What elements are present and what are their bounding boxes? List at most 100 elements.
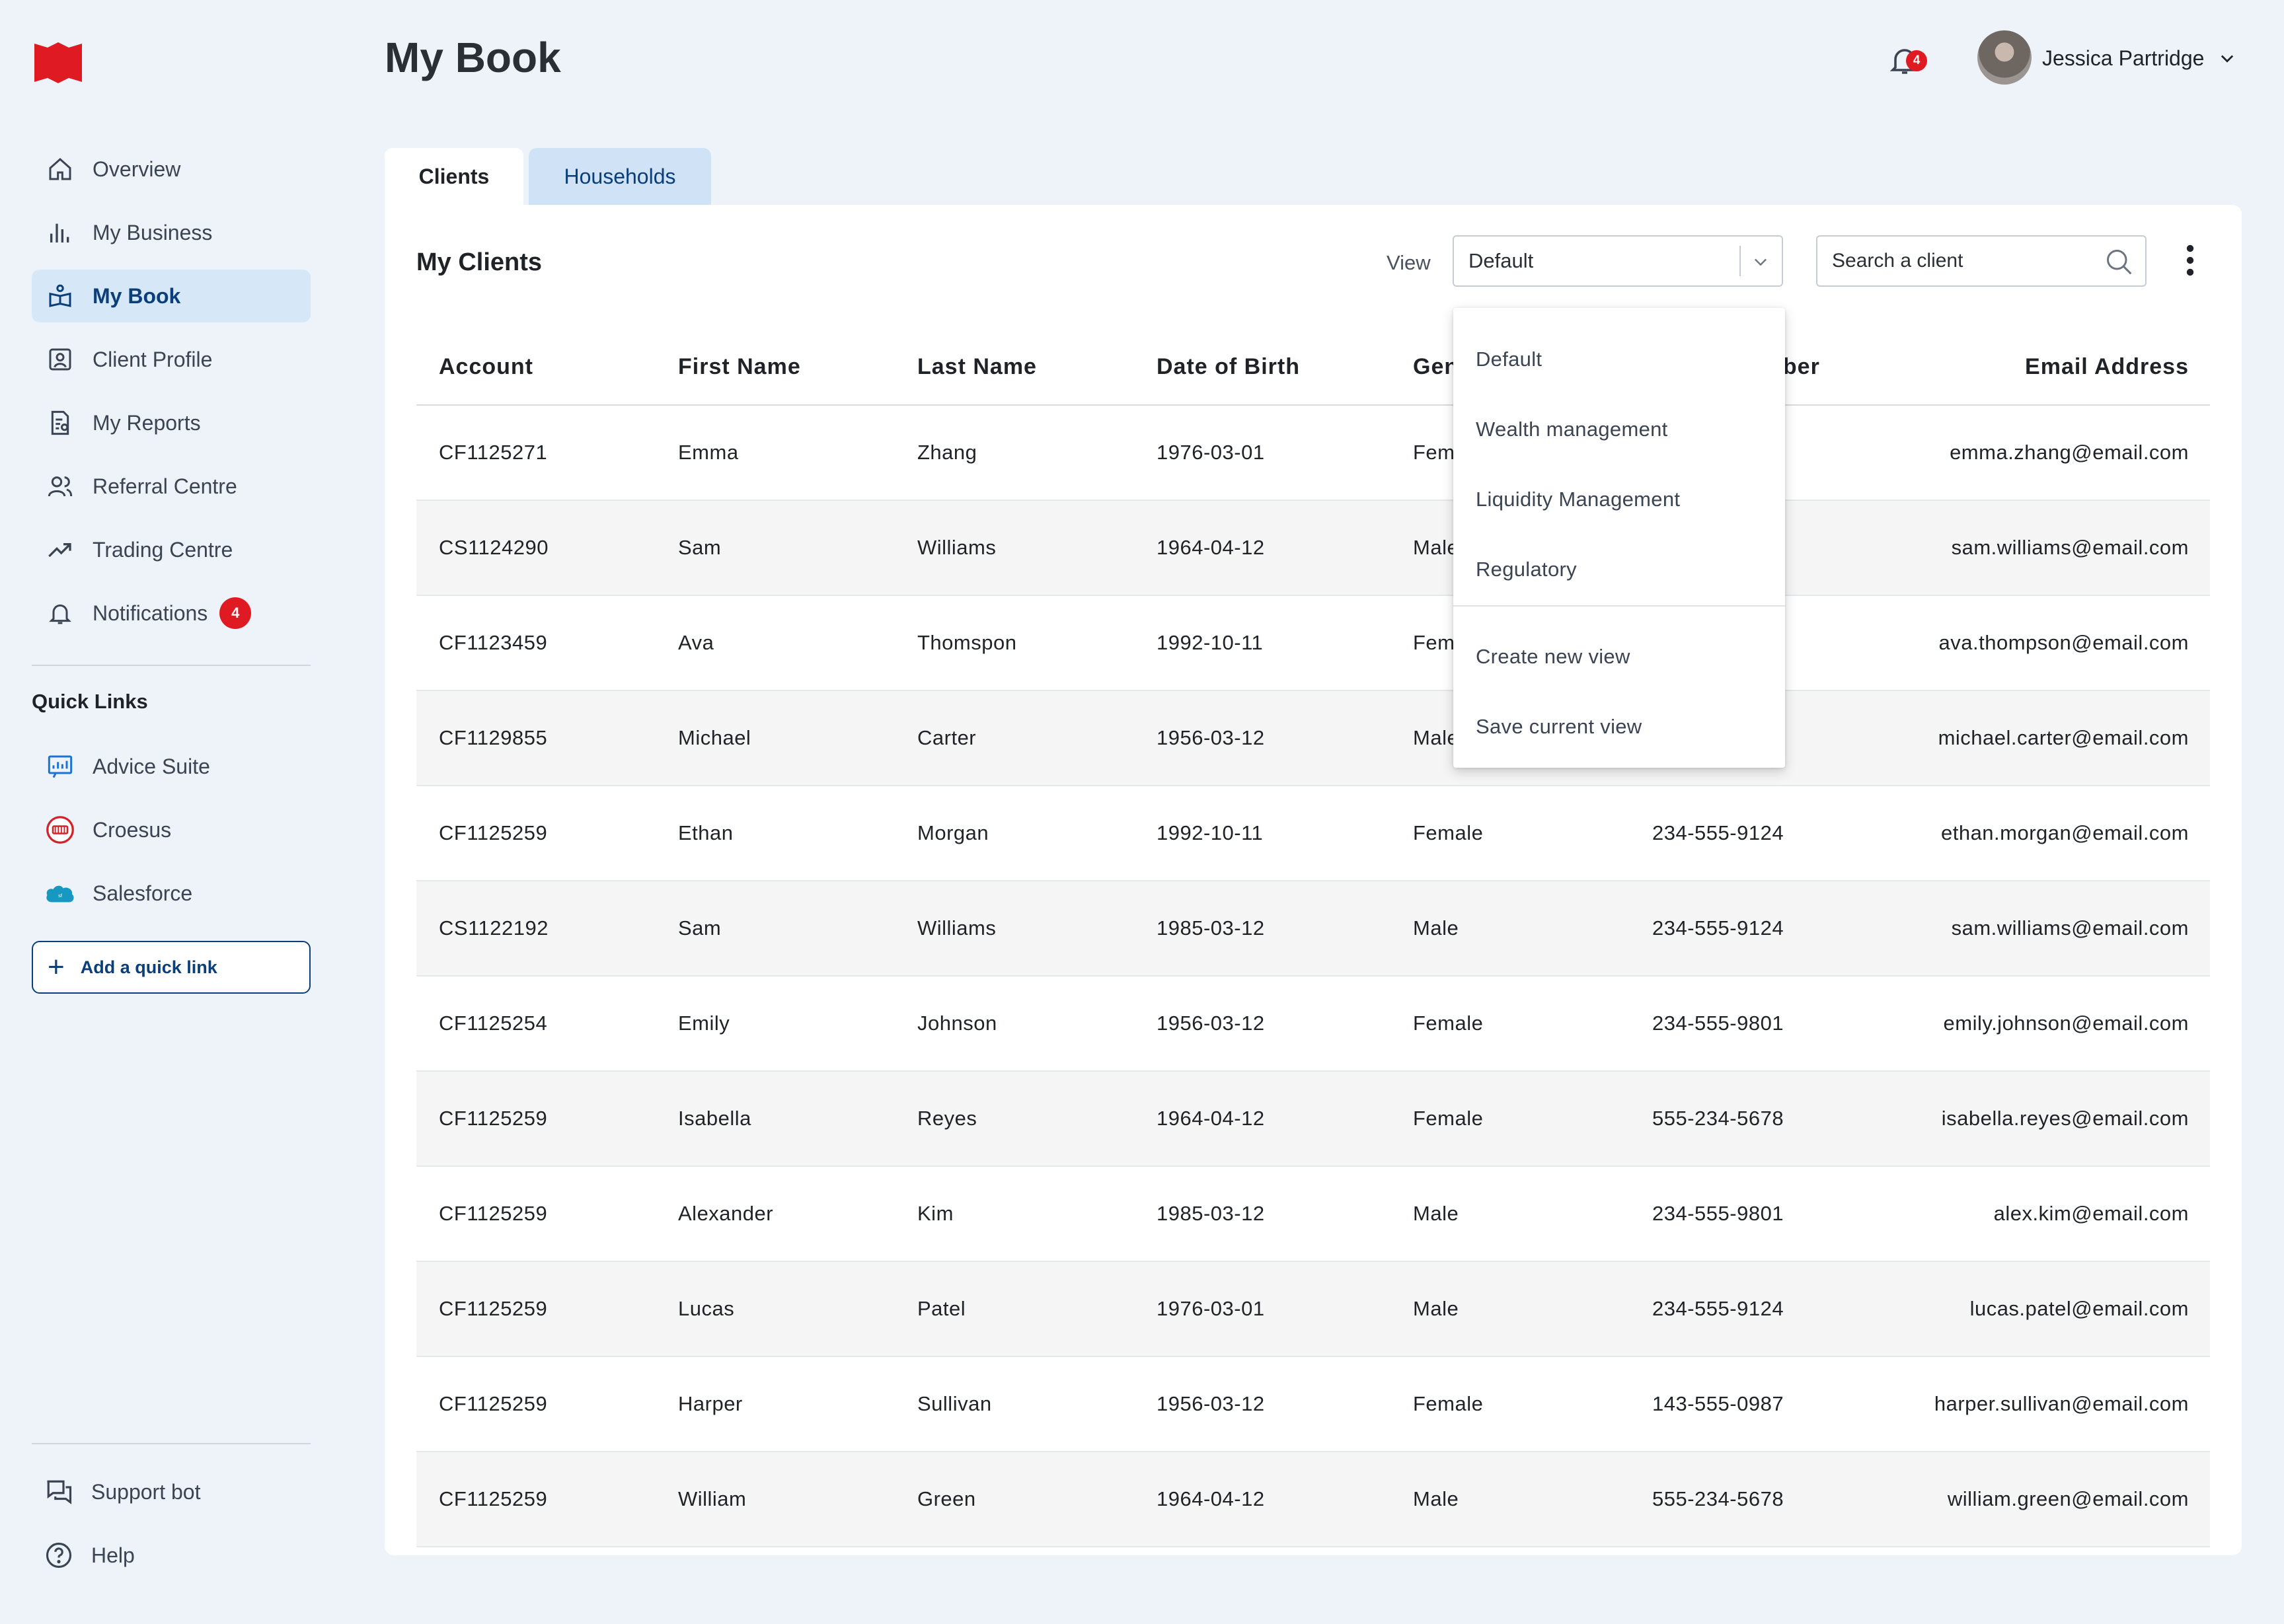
quick-link-label: Advice Suite (93, 754, 210, 778)
sidebar-item-trading-centre[interactable]: Trading Centre (32, 523, 311, 576)
sidebar-item-label: Trading Centre (93, 537, 233, 562)
brand-logo[interactable] (33, 41, 83, 85)
header-notification-badge: 4 (1906, 50, 1927, 71)
table-cell: CS1124290 (439, 536, 549, 559)
table-row[interactable]: CF1125259 William Green 1964-04-12 Male 555-2… (416, 1452, 2210, 1547)
search-icon[interactable] (2104, 247, 2133, 276)
table-row[interactable]: CF1125259 Isabella Reyes 1964-04-12 Female 5… (416, 1072, 2210, 1167)
view-option-default[interactable]: Default (1476, 348, 1542, 371)
sidebar-item-label: Client Profile (93, 347, 213, 371)
sidebar-item-support-bot[interactable]: Support bot (32, 1465, 311, 1518)
sidebar-item-my-reports[interactable]: My Reports (32, 396, 311, 449)
sidebar-item-help[interactable]: Help (32, 1529, 311, 1582)
table-cell: Ava (678, 631, 714, 654)
column-header[interactable]: First Name (678, 353, 801, 379)
table-cell: 234-555-9124 (1652, 1297, 1784, 1320)
croesus-icon (44, 813, 77, 846)
table-row[interactable]: CF1129855MichaelCarter1956-03-12Male555-… (416, 691, 2210, 786)
sidebar-item-notifications[interactable]: Notifications 4 (32, 587, 311, 640)
table-cell: william.green@email.com (1947, 1487, 2189, 1510)
table-cell: CF1125259 (439, 821, 548, 844)
sidebar-item-my-business[interactable]: My Business (32, 206, 311, 259)
table-cell: Sam (678, 916, 722, 940)
sidebar-item-label: My Business (93, 220, 213, 244)
table-cell: Male (1413, 916, 1459, 940)
table-row[interactable]: CF1123459AvaThomspon1992-10-11Female234-… (416, 596, 2210, 691)
table-row[interactable]: CS1124290SamWilliams1964-04-12Male143-55… (416, 501, 2210, 596)
table-body: CF1125271 Emma Zhang 1976-03-01 Female 555-23… (416, 406, 2210, 1547)
view-select[interactable]: Default (1453, 235, 1783, 287)
column-header[interactable]: Date of Birth (1157, 353, 1300, 379)
table-cell: William (678, 1487, 747, 1510)
column-header[interactable]: Account (439, 353, 533, 379)
table-cell: Male (1413, 726, 1459, 749)
chevron-down-icon[interactable] (2218, 49, 2236, 67)
table-cell: Zhang (917, 441, 977, 464)
table-cell: Patel (917, 1297, 966, 1320)
quick-link-salesforce[interactable]: sf Salesforce (32, 867, 311, 920)
table-row[interactable]: CF1125259 Alexander Kim 1985-03-12 Male 234-5… (416, 1167, 2210, 1262)
view-label: View (1387, 251, 1431, 274)
table-row[interactable]: CF1125259 Ethan Morgan 1992-10-11 Female 234-… (416, 786, 2210, 881)
view-dropdown-menu: Default Wealth management Liquidity Mana… (1453, 308, 1785, 768)
tab-households[interactable]: Households (529, 148, 711, 205)
table-cell: Emily (678, 1012, 730, 1035)
sidebar-item-my-book[interactable]: My Book (32, 270, 311, 322)
report-icon (44, 406, 77, 439)
view-option-wealth-management[interactable]: Wealth management (1476, 418, 1668, 441)
sidebar-item-label: Overview (93, 157, 181, 181)
table-cell: Isabella (678, 1107, 751, 1130)
table-cell: CS1122192 (439, 916, 549, 940)
select-separator (1739, 246, 1741, 276)
table-cell: Sullivan (917, 1392, 992, 1415)
table-row[interactable]: CF1125259 Lucas Patel 1976-03-01 Male 234-555… (416, 1262, 2210, 1357)
search-placeholder: Search a client (1832, 250, 1963, 272)
table-cell: Thomspon (917, 631, 1017, 654)
tab-clients[interactable]: Clients (385, 148, 523, 205)
table-cell: 1964-04-12 (1157, 1107, 1265, 1130)
table-cell: michael.carter@email.com (1938, 726, 2189, 749)
table-cell: isabella.reyes@email.com (1941, 1107, 2189, 1130)
add-quick-link-button[interactable]: + Add a quick link (32, 941, 311, 994)
view-option-regulatory[interactable]: Regulatory (1476, 558, 1577, 581)
column-header[interactable]: Last Name (917, 353, 1037, 379)
sidebar-item-client-profile[interactable]: Client Profile (32, 333, 311, 386)
table-cell: CF1123459 (439, 631, 548, 654)
table-cell: Harper (678, 1392, 743, 1415)
table-cell: Emma (678, 441, 739, 464)
quick-link-advice-suite[interactable]: Advice Suite (32, 740, 311, 793)
profile-card-icon (44, 343, 77, 376)
more-options-icon[interactable] (2185, 243, 2195, 277)
table-row[interactable]: CF1125254 Emily Johnson 1956-03-12 Female 234… (416, 977, 2210, 1072)
view-option-liquidity-management[interactable]: Liquidity Management (1476, 488, 1681, 511)
table-cell: emily.johnson@email.com (1943, 1012, 2189, 1035)
quick-link-croesus[interactable]: Croesus (32, 803, 311, 856)
sidebar-item-referral-centre[interactable]: Referral Centre (32, 460, 311, 513)
sidebar-divider (32, 665, 311, 666)
table-cell: 234-555-9801 (1652, 1012, 1784, 1035)
trend-up-icon (44, 533, 77, 566)
avatar[interactable] (1977, 30, 2032, 85)
table-cell: Williams (917, 536, 997, 559)
table-cell: CF1125259 (439, 1297, 548, 1320)
table-cell: Male (1413, 1297, 1459, 1320)
table-cell: 555-234-5678 (1652, 1487, 1784, 1510)
table-cell: 1956-03-12 (1157, 1392, 1265, 1415)
table-row[interactable]: CF1125259 Harper Sullivan 1956-03-12 Female… (416, 1357, 2210, 1452)
advice-suite-icon (44, 750, 77, 783)
table-row[interactable]: CF1125271EmmaZhang1976-03-01Female555-23… (416, 406, 2210, 501)
table-cell: 1992-10-11 (1157, 821, 1264, 844)
table-cell: Johnson (917, 1012, 997, 1035)
table-cell: 143-555-0987 (1652, 1392, 1784, 1415)
sidebar-item-label: My Book (93, 283, 181, 308)
user-name[interactable]: Jessica Partridge (2042, 46, 2205, 70)
create-new-view-option[interactable]: Create new view (1476, 645, 1630, 668)
column-header[interactable]: Email Address (2025, 353, 2189, 379)
table-header-row: Account First Name Last Name Date of Bir… (416, 329, 2210, 406)
table-row[interactable]: CS1122192 Sam Williams 1985-03-12 Male 234-55… (416, 881, 2210, 977)
book-icon (44, 279, 77, 313)
save-current-view-option[interactable]: Save current view (1476, 715, 1642, 738)
plus-icon: + (48, 951, 65, 983)
sidebar-item-overview[interactable]: Overview (32, 143, 311, 196)
search-input[interactable]: Search a client (1816, 235, 2147, 287)
